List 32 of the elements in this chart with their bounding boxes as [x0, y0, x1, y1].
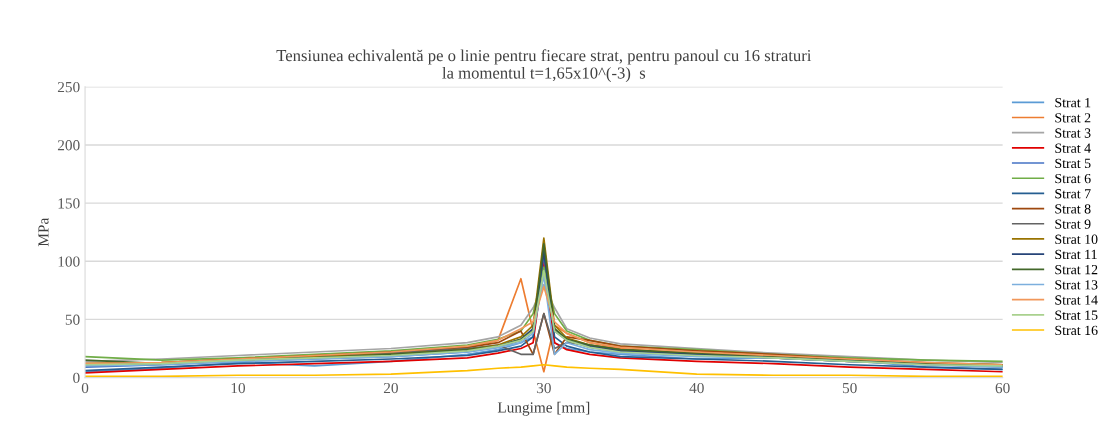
- legend-label: Strat 5: [1055, 158, 1091, 169]
- y-tick-label: 250: [57, 81, 80, 93]
- legend-label: Strat 13: [1055, 280, 1098, 290]
- x-tick-label: 40: [689, 382, 704, 394]
- y-tick-label: 150: [58, 198, 80, 209]
- x-tick-label: 10: [231, 382, 246, 394]
- legend-label: Strat 8: [1055, 204, 1091, 214]
- legend-label: Strat 4: [1055, 143, 1091, 153]
- legend-label: Strat 15: [1055, 310, 1098, 320]
- y-tick-label: 100: [58, 256, 80, 267]
- legend-label: Strat 1: [1055, 97, 1091, 108]
- y-tick-label: 0: [73, 372, 80, 384]
- legend-label: Strat 6: [1055, 173, 1091, 184]
- y-tick-label: 200: [57, 140, 80, 151]
- chart-title: Tensiunea echivalentă pe o linie pentru fiecare strat, pentru panoul cu 16 straturi la momentul t=1,65x10^(-3) s: [276, 49, 812, 83]
- legend-label: Strat 11: [1055, 249, 1097, 260]
- y-axis-title: MPa: [38, 217, 49, 247]
- legend-label: Strat 14: [1055, 295, 1098, 305]
- x-tick-label: 20: [383, 382, 398, 394]
- x-tick-label: 50: [842, 382, 857, 394]
- y-tick-label: 50: [65, 314, 80, 325]
- legend-label: Strat 16: [1055, 325, 1098, 336]
- x-tick-label: 0: [81, 382, 89, 394]
- x-axis-title: Lungime [mm]: [497, 401, 590, 416]
- legend-label: Strat 10: [1055, 234, 1098, 244]
- legend-label: Strat 2: [1055, 113, 1091, 123]
- x-tick-label: 60: [995, 382, 1010, 394]
- x-tick-label: 30: [536, 382, 551, 394]
- legend-label: Strat 7: [1055, 189, 1091, 199]
- legend-label: Strat 12: [1055, 264, 1098, 275]
- legend-label: Strat 9: [1055, 219, 1091, 229]
- legend-label: Strat 3: [1055, 128, 1091, 138]
